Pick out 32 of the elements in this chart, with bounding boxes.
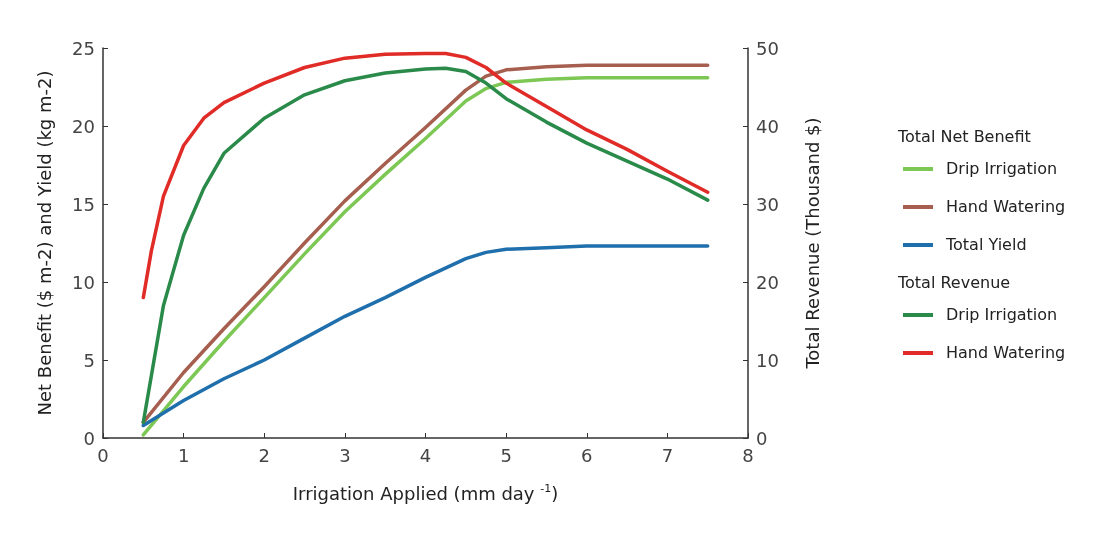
y-axis-title: Net Benefit ($ m-2) and Yield (kg m-2) [33,70,55,416]
legend-label: Hand Watering [946,196,1066,216]
y-tick-label: 15 [72,193,95,215]
y2-tick-label: 30 [756,193,779,215]
y2-tick-label: 40 [756,115,779,137]
x-tick-label: 1 [177,444,190,466]
y2-tick-label: 50 [756,37,779,59]
x-tick-label: 2 [258,444,270,466]
x-tick-label: 0 [97,444,109,466]
y-tick-label: 10 [72,271,95,293]
y-tick-label: 25 [72,37,95,59]
y-tick-label: 5 [83,349,95,371]
x-tick-label: 3 [339,444,351,466]
line-series [141,244,710,428]
line-series [141,51,710,300]
x-tick-label: 5 [500,444,512,466]
legend-label: Drip Irrigation [946,304,1058,324]
y-tick-label: 0 [83,427,95,449]
x-tick-label: 7 [661,444,674,466]
y2-tick-label: 10 [756,349,779,371]
x-tick-label: 6 [581,444,593,466]
y2-tick-label: 20 [756,271,779,293]
y2-axis-title: Total Revenue (Thousand $) [801,117,823,370]
legend-label: Hand Watering [946,342,1066,362]
text: Total Revenue [897,272,1011,292]
x-tick-label: 4 [419,444,432,466]
legend-label: Drip Irrigation [946,158,1058,178]
x-tick-label: 8 [742,444,754,466]
y2-tick-label: 0 [756,427,768,449]
text: Total Net Benefit [897,126,1031,146]
y-tick-label: 20 [72,115,95,137]
legend-label: Total Yield [945,234,1027,254]
